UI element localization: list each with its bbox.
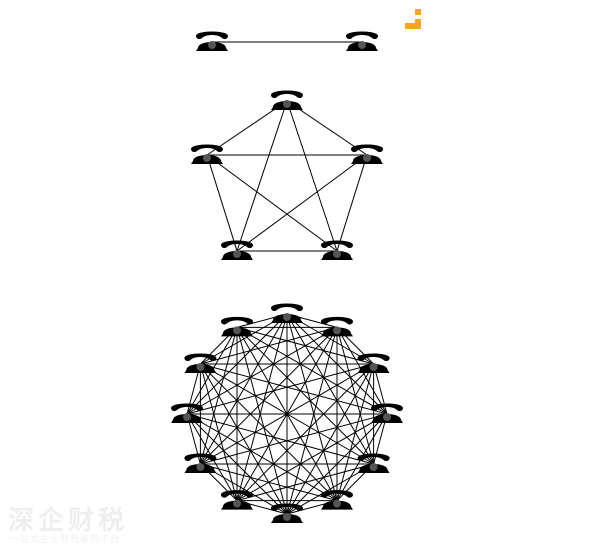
phone-node [351, 145, 383, 165]
phone-node [358, 454, 390, 474]
phone-node [196, 32, 228, 52]
phone-node [321, 490, 353, 510]
edges [207, 101, 367, 251]
network-diagram [0, 0, 596, 549]
phone-node [221, 490, 253, 510]
corner-logo [401, 9, 425, 38]
phone-node [371, 404, 403, 424]
phone-node [221, 241, 253, 261]
phone-node [184, 354, 216, 374]
phone-node [171, 404, 203, 424]
phone-node [184, 454, 216, 474]
phone-node [221, 317, 253, 337]
phone-node [321, 241, 353, 261]
phone-node [321, 317, 353, 337]
phone-node [346, 32, 378, 52]
phone-node [191, 145, 223, 165]
edges [187, 314, 387, 514]
phone-node [271, 91, 303, 111]
phone-node [271, 304, 303, 324]
watermark-sub: 一站式企业财税服务平台 [10, 532, 120, 545]
phone-node [271, 504, 303, 524]
phone-node [358, 354, 390, 374]
